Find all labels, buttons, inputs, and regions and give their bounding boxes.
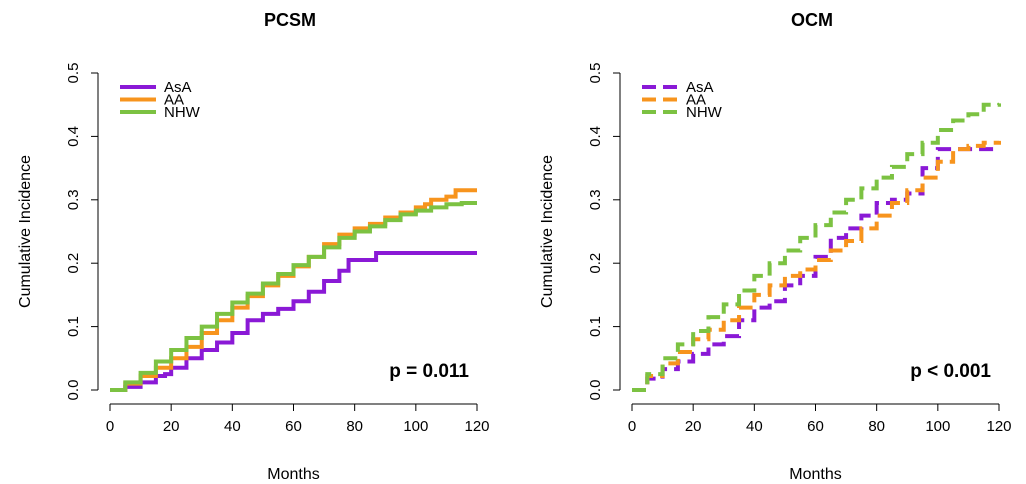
legend-label-asa: AsA [164, 79, 192, 96]
x-tick-label: 40 [224, 418, 241, 435]
p-value-annotation: p = 0.011 [389, 361, 469, 382]
chart-title: PCSM [264, 10, 316, 30]
y-tick-label: 0.3 [65, 189, 82, 210]
series-line-aa [632, 140, 1001, 392]
y-tick-label: 0.1 [587, 316, 604, 337]
x-axis-label: Months [789, 466, 841, 483]
y-tick-label: 0.4 [587, 126, 604, 147]
x-tick-label: 20 [685, 418, 702, 435]
x-tick-label: 0 [106, 418, 114, 435]
y-tick-label: 0.0 [587, 380, 604, 401]
x-tick-label: 40 [746, 418, 763, 435]
y-axis-label: Cumulative Incidence [539, 155, 556, 308]
x-tick-label: 100 [403, 418, 428, 435]
y-tick-label: 0.2 [587, 253, 604, 274]
x-tick-label: 120 [986, 418, 1011, 435]
y-tick-label: 0.0 [65, 380, 82, 401]
chart-panel-ocm: OCM 0 20 40 60 80 100 120 0.0 0.1 0.2 0.3 0.4 0.5 Mont… [539, 10, 1012, 483]
chart-panel-pcsm: PCSM 0 20 40 60 80 100 120 0.0 0.1 0.2 0.3 0.4 0.5 Mon… [17, 10, 490, 483]
x-tick-label: 120 [464, 418, 489, 435]
x-axis-label: Months [267, 466, 319, 483]
legend-label-asa: AsA [686, 79, 714, 96]
x-tick-label: 60 [285, 418, 302, 435]
x-tick-label: 80 [346, 418, 363, 435]
series-line-nhw [110, 200, 477, 392]
legend-label-nhw: NHW [164, 104, 201, 121]
y-tick-label: 0.2 [65, 253, 82, 274]
series-line-nhw [632, 102, 1001, 392]
legend-label-aa: AA [164, 92, 184, 109]
y-tick-label: 0.4 [65, 126, 82, 147]
legend-label-aa: AA [686, 92, 706, 109]
legend-label-nhw: NHW [686, 104, 723, 121]
y-tick-label: 0.5 [587, 63, 604, 84]
series-line-asa [110, 251, 477, 392]
p-value-annotation: p < 0.001 [910, 361, 991, 382]
y-tick-label: 0.5 [65, 63, 82, 84]
y-axis-label: Cumulative Incidence [17, 155, 34, 308]
x-tick-label: 0 [628, 418, 636, 435]
x-tick-label: 60 [807, 418, 824, 435]
x-tick-label: 20 [163, 418, 180, 435]
x-tick-label: 80 [868, 418, 885, 435]
chart-title: OCM [791, 10, 833, 30]
x-tick-label: 100 [925, 418, 950, 435]
y-tick-label: 0.1 [65, 316, 82, 337]
y-tick-label: 0.3 [587, 189, 604, 210]
